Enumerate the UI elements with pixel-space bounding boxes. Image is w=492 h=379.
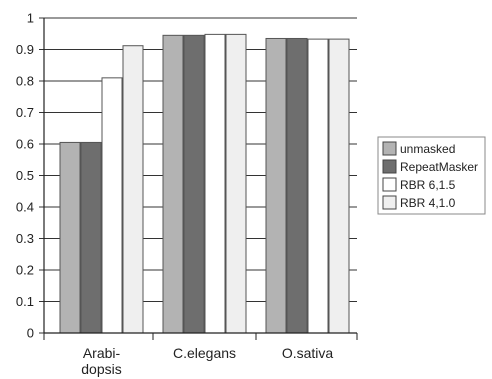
bar xyxy=(204,33,226,334)
y-tick-label: 0.8 xyxy=(16,74,34,89)
bar xyxy=(265,37,287,334)
bar xyxy=(286,37,308,334)
axes xyxy=(43,18,358,340)
y-tick-label: 0.2 xyxy=(16,263,34,278)
bar xyxy=(162,34,184,334)
legend-label: RBR 6,1.5 xyxy=(400,178,456,192)
y-axis-ticks: 0 0.1 0.2 0.3 0.4 0.5 0.6 0.7 0.8 0.9 1 xyxy=(16,11,44,341)
legend-swatch xyxy=(382,177,397,192)
category-label: Arabi- xyxy=(83,345,121,361)
category-label: C.elegans xyxy=(173,345,236,361)
bar xyxy=(59,141,81,334)
legend: unmasked RepeatMasker RBR 6,1.5 RBR 4,1.0 xyxy=(377,136,486,215)
y-tick-label: 0.5 xyxy=(16,168,34,183)
y-tick-label: 1 xyxy=(27,11,34,26)
y-tick-label: 0.9 xyxy=(16,42,34,57)
y-tick-label: 0.3 xyxy=(16,231,34,246)
bar xyxy=(183,34,205,334)
bar xyxy=(328,38,350,334)
legend-swatch xyxy=(382,195,397,210)
legend-label: unmasked xyxy=(400,142,455,156)
legend-label: RepeatMasker xyxy=(400,160,478,174)
legend-swatch xyxy=(382,141,397,156)
y-tick-label: 0.1 xyxy=(16,294,34,309)
bar xyxy=(307,38,329,334)
x-axis-labels: Arabi-dopsis C.elegans O.sativa xyxy=(81,345,333,377)
bar xyxy=(225,33,247,334)
y-tick-label: 0 xyxy=(27,326,34,341)
bar xyxy=(122,45,144,334)
y-tick-label: 0.7 xyxy=(16,105,34,120)
legend-label: RBR 4,1.0 xyxy=(400,196,456,210)
category-label: dopsis xyxy=(81,361,121,377)
y-tick-label: 0.4 xyxy=(16,200,34,215)
y-tick-label: 0.6 xyxy=(16,137,34,152)
legend-swatch xyxy=(382,159,397,174)
bar xyxy=(101,77,123,334)
bar xyxy=(80,141,102,334)
bars xyxy=(59,33,350,334)
category-label: O.sativa xyxy=(282,345,334,361)
